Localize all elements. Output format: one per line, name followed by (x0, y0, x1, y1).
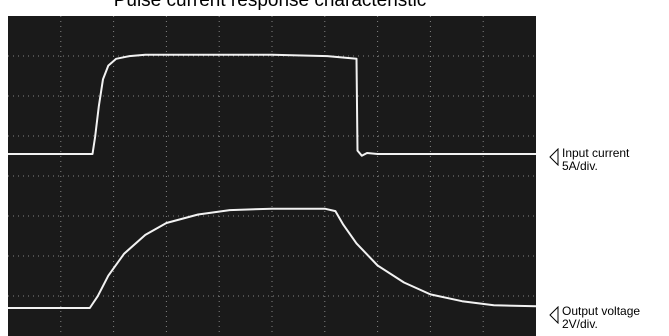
chart-title: Pulse current response characteristic (113, 0, 427, 11)
left-arrow-marker-icon (549, 148, 559, 166)
input-current-name: Input current (562, 146, 630, 160)
output-voltage-trace (8, 207, 537, 309)
input-current-trace (8, 53, 536, 157)
scope-grid (8, 16, 536, 336)
output-voltage-name: Output voltage (562, 304, 641, 318)
scope-traces (8, 53, 537, 309)
input-current-scale: 5A/div. (562, 159, 598, 173)
left-arrow-marker-icon (549, 306, 559, 324)
output-voltage-scale: 2V/div. (562, 317, 598, 331)
